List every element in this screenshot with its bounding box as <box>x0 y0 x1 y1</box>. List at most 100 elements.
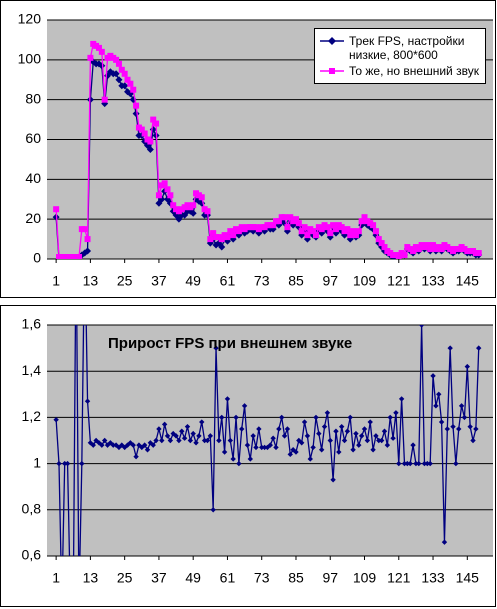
data-point <box>375 236 382 243</box>
data-point <box>310 444 316 451</box>
data-point <box>475 250 482 257</box>
y-tick-label: 0,6 <box>22 547 42 563</box>
data-point <box>350 228 357 235</box>
data-point <box>304 232 311 239</box>
x-tick-label: 1 <box>52 273 60 289</box>
data-point <box>407 460 413 467</box>
x-tick-label: 133 <box>421 570 445 586</box>
data-point <box>350 447 356 453</box>
data-point <box>344 226 351 233</box>
data-point <box>115 76 123 84</box>
data-point <box>267 442 273 448</box>
data-point <box>124 88 132 96</box>
data-point <box>146 145 154 153</box>
data-point <box>298 440 305 446</box>
data-point <box>150 442 156 448</box>
chart-title: Прирост FPS при внешнем звуке <box>108 335 352 352</box>
data-point <box>210 507 216 513</box>
data-point <box>270 435 276 441</box>
data-point <box>236 460 242 467</box>
x-tick-label: 133 <box>421 273 445 289</box>
data-point <box>156 426 162 432</box>
data-point <box>444 426 451 432</box>
data-point <box>141 442 148 448</box>
data-point <box>115 60 122 67</box>
data-point <box>447 345 453 351</box>
data-point <box>224 234 231 241</box>
data-point <box>401 252 408 259</box>
data-point <box>273 444 279 451</box>
data-point <box>136 442 142 448</box>
series-layer <box>52 40 483 259</box>
data-point <box>84 398 91 404</box>
data-point <box>421 460 428 467</box>
data-point <box>410 248 417 255</box>
x-tick-label: 37 <box>151 273 167 289</box>
data-point <box>235 228 242 235</box>
data-point <box>247 456 253 462</box>
data-point <box>316 430 322 437</box>
data-point <box>410 442 416 448</box>
data-point <box>378 240 385 247</box>
data-point <box>167 192 174 199</box>
data-point <box>404 460 411 467</box>
data-point <box>113 56 120 63</box>
data-point <box>361 426 368 432</box>
data-point <box>284 426 291 432</box>
data-point <box>327 437 333 444</box>
x-tick-label: 49 <box>185 273 201 289</box>
y-tick-label: 120 <box>18 11 42 27</box>
data-point <box>187 437 194 444</box>
data-point <box>110 442 116 448</box>
data-point <box>352 232 359 239</box>
data-point <box>390 435 396 441</box>
data-point <box>418 325 425 328</box>
data-point <box>244 442 251 448</box>
legend-key <box>320 37 344 45</box>
data-point <box>413 460 419 467</box>
series-layer <box>53 325 482 556</box>
data-point <box>370 447 376 453</box>
data-point <box>318 447 325 453</box>
legend-entry: То же, но внешний звук <box>319 64 481 78</box>
legend-label: Трек FPS, настройки низкие, 800*600 <box>349 34 465 62</box>
x-tick-label: 97 <box>322 570 338 586</box>
data-point <box>184 423 191 430</box>
data-point <box>476 345 482 351</box>
data-point <box>298 228 305 235</box>
data-point <box>310 228 317 235</box>
data-point <box>138 126 145 133</box>
data-point <box>378 437 385 444</box>
data-point <box>213 345 219 351</box>
data-point <box>161 421 168 428</box>
data-point <box>370 222 377 229</box>
data-point <box>341 437 348 444</box>
data-point <box>287 451 293 458</box>
data-point <box>189 209 197 217</box>
legend: Трек FPS, настройки низкие, 800*600 То ж… <box>314 28 486 84</box>
data-point <box>95 44 102 51</box>
data-point <box>356 442 362 448</box>
data-point <box>467 423 473 430</box>
data-point <box>470 437 476 444</box>
data-point <box>99 442 105 448</box>
data-point <box>218 236 225 243</box>
data-point <box>367 419 373 425</box>
data-point <box>307 456 313 462</box>
data-point <box>387 414 393 421</box>
data-point <box>181 435 188 441</box>
data-point <box>121 70 128 77</box>
data-point <box>456 426 462 432</box>
data-point <box>227 437 234 444</box>
data-point <box>210 230 217 237</box>
data-point <box>259 444 265 451</box>
data-point <box>173 433 179 439</box>
x-tick-label: 145 <box>456 570 480 586</box>
data-point <box>150 116 157 123</box>
data-point <box>333 428 339 434</box>
y-tick-label: 0,8 <box>22 501 42 517</box>
data-point <box>358 433 365 439</box>
x-tick-label: 97 <box>322 273 338 289</box>
data-point <box>427 246 434 253</box>
